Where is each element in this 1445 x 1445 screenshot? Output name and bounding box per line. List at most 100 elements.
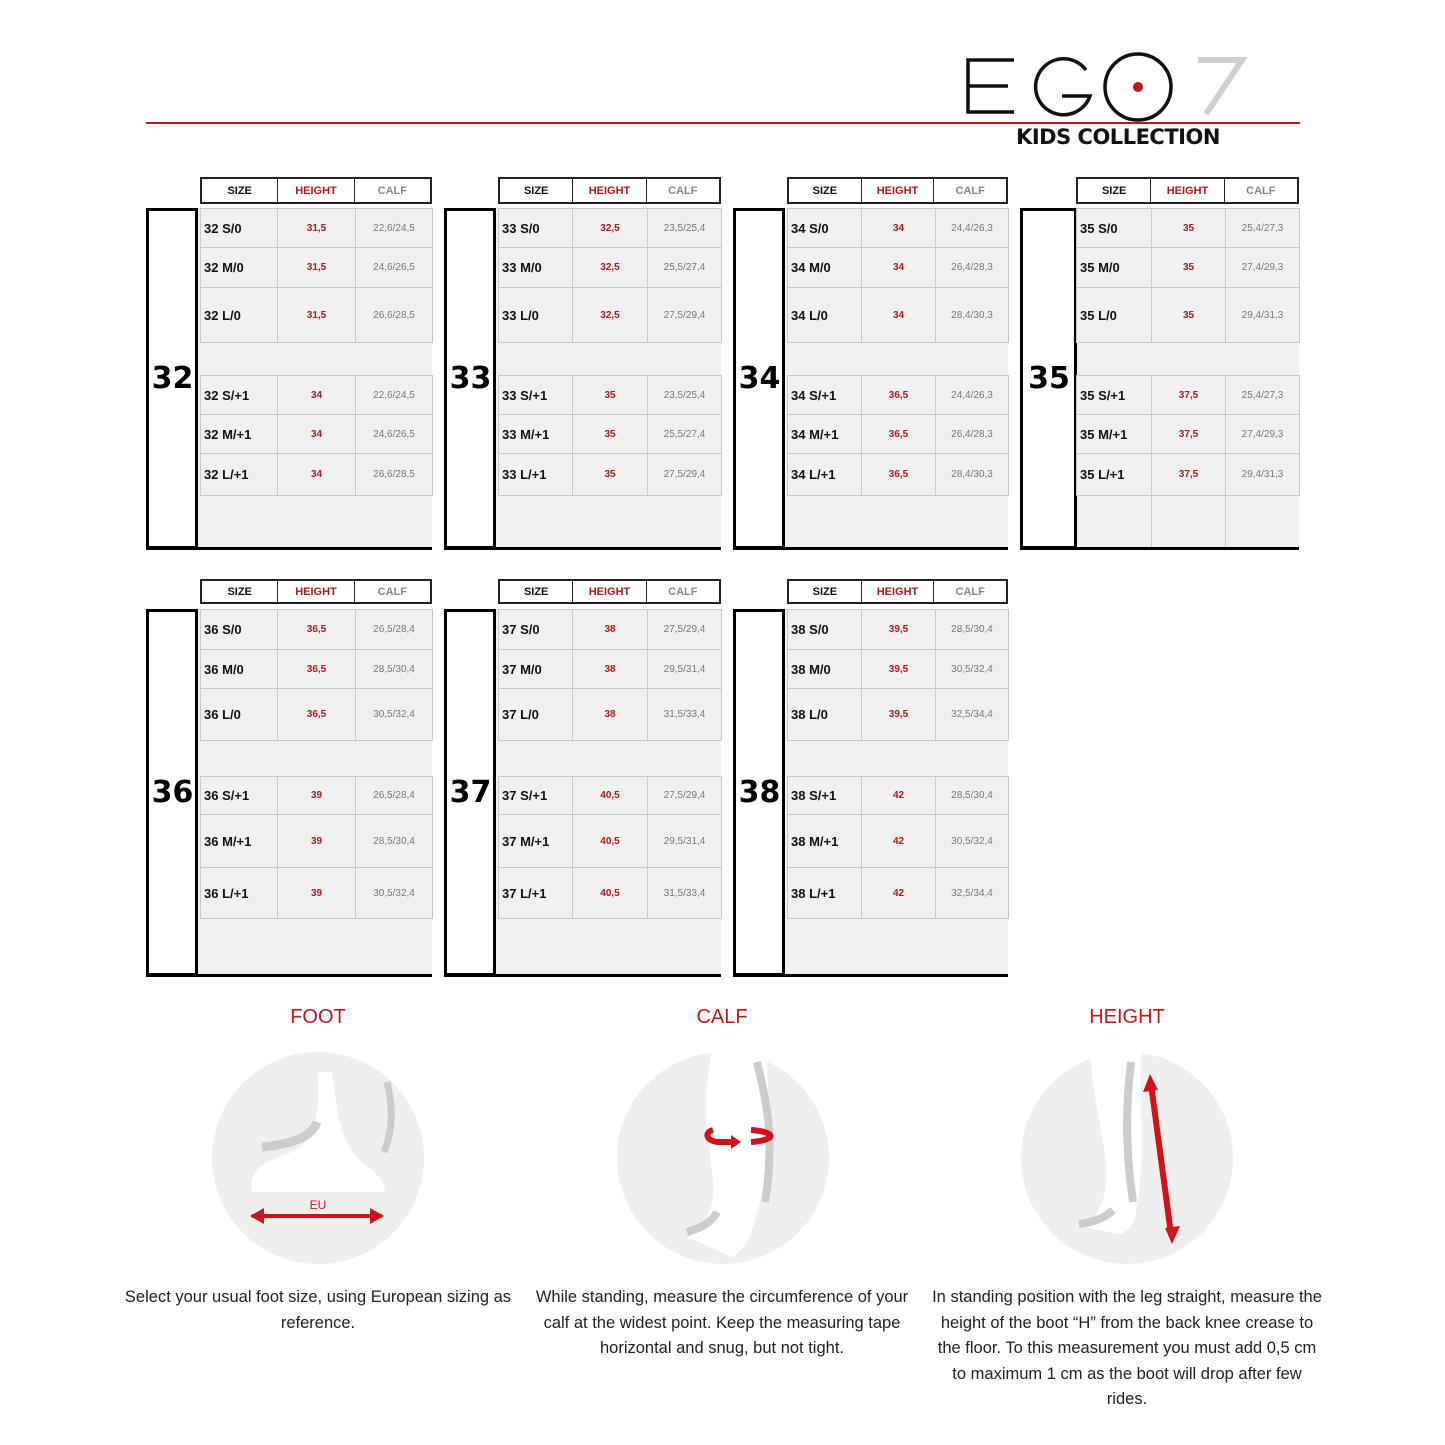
foot-measure-icon: EU bbox=[212, 1052, 424, 1264]
height-cell: 39 bbox=[277, 814, 356, 868]
height-cell: 39 bbox=[277, 867, 356, 919]
calf-cell: 26,4/28,3 bbox=[935, 247, 1009, 288]
calf-description: While standing, measure the circumferenc… bbox=[535, 1288, 909, 1357]
calf-cell: 23,5/25,4 bbox=[647, 208, 722, 248]
calf-cell: 25,4/27,3 bbox=[1225, 208, 1300, 248]
height-cell: 39,5 bbox=[861, 649, 936, 689]
calf-cell: 32,5/34,4 bbox=[935, 867, 1009, 919]
table-background bbox=[1075, 208, 1299, 549]
height-cell: 35 bbox=[572, 414, 648, 454]
group-divider bbox=[1074, 208, 1077, 549]
size-group-label: 37 bbox=[444, 609, 494, 976]
eu-label: EU bbox=[310, 1198, 327, 1212]
size-cell: 35 L/+1 bbox=[1076, 453, 1152, 496]
table-bottom-border bbox=[146, 974, 432, 977]
size-cell: 33 S/+1 bbox=[498, 375, 573, 415]
height-cell: 32,5 bbox=[572, 247, 648, 288]
height-cell: 34 bbox=[861, 208, 936, 248]
header-calf: CALF bbox=[645, 179, 719, 202]
header-height: HEIGHT bbox=[572, 581, 645, 602]
height-cell: 35 bbox=[1151, 208, 1226, 248]
size-cell: 37 L/+1 bbox=[498, 867, 573, 919]
table-bottom-border bbox=[1020, 547, 1299, 550]
height-cell: 37,5 bbox=[1151, 375, 1226, 415]
size-cell: 32 M/0 bbox=[200, 247, 278, 288]
size-cell: 38 S/+1 bbox=[787, 776, 862, 815]
size-group-label: 34 bbox=[733, 208, 783, 549]
header-size: SIZE bbox=[812, 184, 838, 197]
calf-cell: 25,5/27,4 bbox=[647, 247, 722, 288]
size-cell: 32 L/0 bbox=[200, 287, 278, 343]
height-cell: 36,5 bbox=[277, 688, 356, 741]
header-height: HEIGHT bbox=[277, 179, 353, 202]
calf-cell: 31,5/33,4 bbox=[647, 688, 722, 741]
table-header: SIZE HEIGHT CALF bbox=[1076, 177, 1299, 204]
height-cell: 35 bbox=[1151, 247, 1226, 288]
calf-cell: 28,5/30,4 bbox=[355, 649, 433, 689]
calf-title: CALF bbox=[696, 1006, 748, 1028]
group-divider bbox=[493, 609, 496, 976]
table-bottom-border bbox=[444, 547, 721, 550]
calf-cell: 28,4/30,3 bbox=[935, 287, 1009, 343]
size-cell: 37 M/+1 bbox=[498, 814, 573, 868]
size-cell: 33 L/0 bbox=[498, 287, 573, 343]
height-cell: 38 bbox=[572, 609, 648, 650]
calf-cell: 26,6/28,5 bbox=[355, 453, 433, 496]
calf-cell: 22,6/24,5 bbox=[355, 375, 433, 415]
table-bottom-border bbox=[444, 974, 721, 977]
size-cell: 34 M/0 bbox=[787, 247, 862, 288]
size-cell: 35 L/0 bbox=[1076, 287, 1152, 343]
table-background bbox=[783, 609, 1008, 976]
size-cell: 34 L/0 bbox=[787, 287, 862, 343]
size-cell: 36 L/+1 bbox=[200, 867, 278, 919]
size-cell: 32 M/+1 bbox=[200, 414, 278, 454]
header-size: SIZE bbox=[523, 585, 549, 598]
size-cell: 35 M/0 bbox=[1076, 247, 1152, 288]
group-divider bbox=[782, 208, 785, 549]
height-measure-icon bbox=[1021, 1052, 1233, 1264]
size-group-label: 35 bbox=[1020, 208, 1075, 549]
size-cell: 33 M/0 bbox=[498, 247, 573, 288]
size-cell: 37 L/0 bbox=[498, 688, 573, 741]
height-cell: 35 bbox=[572, 453, 648, 496]
ego7-logo bbox=[966, 52, 1248, 122]
calf-cell: 28,5/30,4 bbox=[355, 814, 433, 868]
calf-cell: 30,5/32,4 bbox=[355, 688, 433, 741]
calf-cell: 30,5/32,4 bbox=[935, 814, 1009, 868]
size-cell: 34 S/0 bbox=[787, 208, 862, 248]
height-cell: 38 bbox=[572, 688, 648, 741]
size-cell: 33 L/+1 bbox=[498, 453, 573, 496]
calf-cell: 26,4/28,3 bbox=[935, 414, 1009, 454]
group-divider bbox=[195, 609, 198, 976]
height-cell: 38 bbox=[572, 649, 648, 689]
calf-cell: 28,5/30,4 bbox=[935, 609, 1009, 650]
calf-cell: 29,5/31,4 bbox=[647, 814, 722, 868]
height-cell: 34 bbox=[861, 287, 936, 343]
size-cell: 38 L/+1 bbox=[787, 867, 862, 919]
size-cell: 34 M/+1 bbox=[787, 414, 862, 454]
header-calf: CALF bbox=[1223, 179, 1297, 202]
height-cell: 36,5 bbox=[861, 453, 936, 496]
header-size: SIZE bbox=[227, 184, 252, 197]
size-cell: 37 S/0 bbox=[498, 609, 573, 650]
header-calf: CALF bbox=[353, 179, 430, 202]
calf-cell: 25,5/27,4 bbox=[647, 414, 722, 454]
calf-cell: 28,4/30,3 bbox=[935, 453, 1009, 496]
size-cell: 32 S/+1 bbox=[200, 375, 278, 415]
header-size: SIZE bbox=[1101, 184, 1127, 197]
height-cell: 31,5 bbox=[277, 208, 356, 248]
height-cell: 37,5 bbox=[1151, 453, 1226, 496]
size-cell: 34 L/+1 bbox=[787, 453, 862, 496]
table-header: SIZE HEIGHT CALF bbox=[787, 579, 1008, 604]
header-calf: CALF bbox=[645, 581, 719, 602]
calf-cell: 27,4/29,3 bbox=[1225, 247, 1300, 288]
height-cell: 32,5 bbox=[572, 208, 648, 248]
header-height: HEIGHT bbox=[572, 179, 645, 202]
size-group-label: 38 bbox=[733, 609, 783, 976]
calf-cell: 24,6/26,5 bbox=[355, 247, 433, 288]
header-divider bbox=[146, 122, 1300, 124]
table-bottom-border bbox=[733, 547, 1008, 550]
height-cell: 42 bbox=[861, 867, 936, 919]
height-cell: 42 bbox=[861, 814, 936, 868]
calf-cell: 30,5/32,4 bbox=[355, 867, 433, 919]
